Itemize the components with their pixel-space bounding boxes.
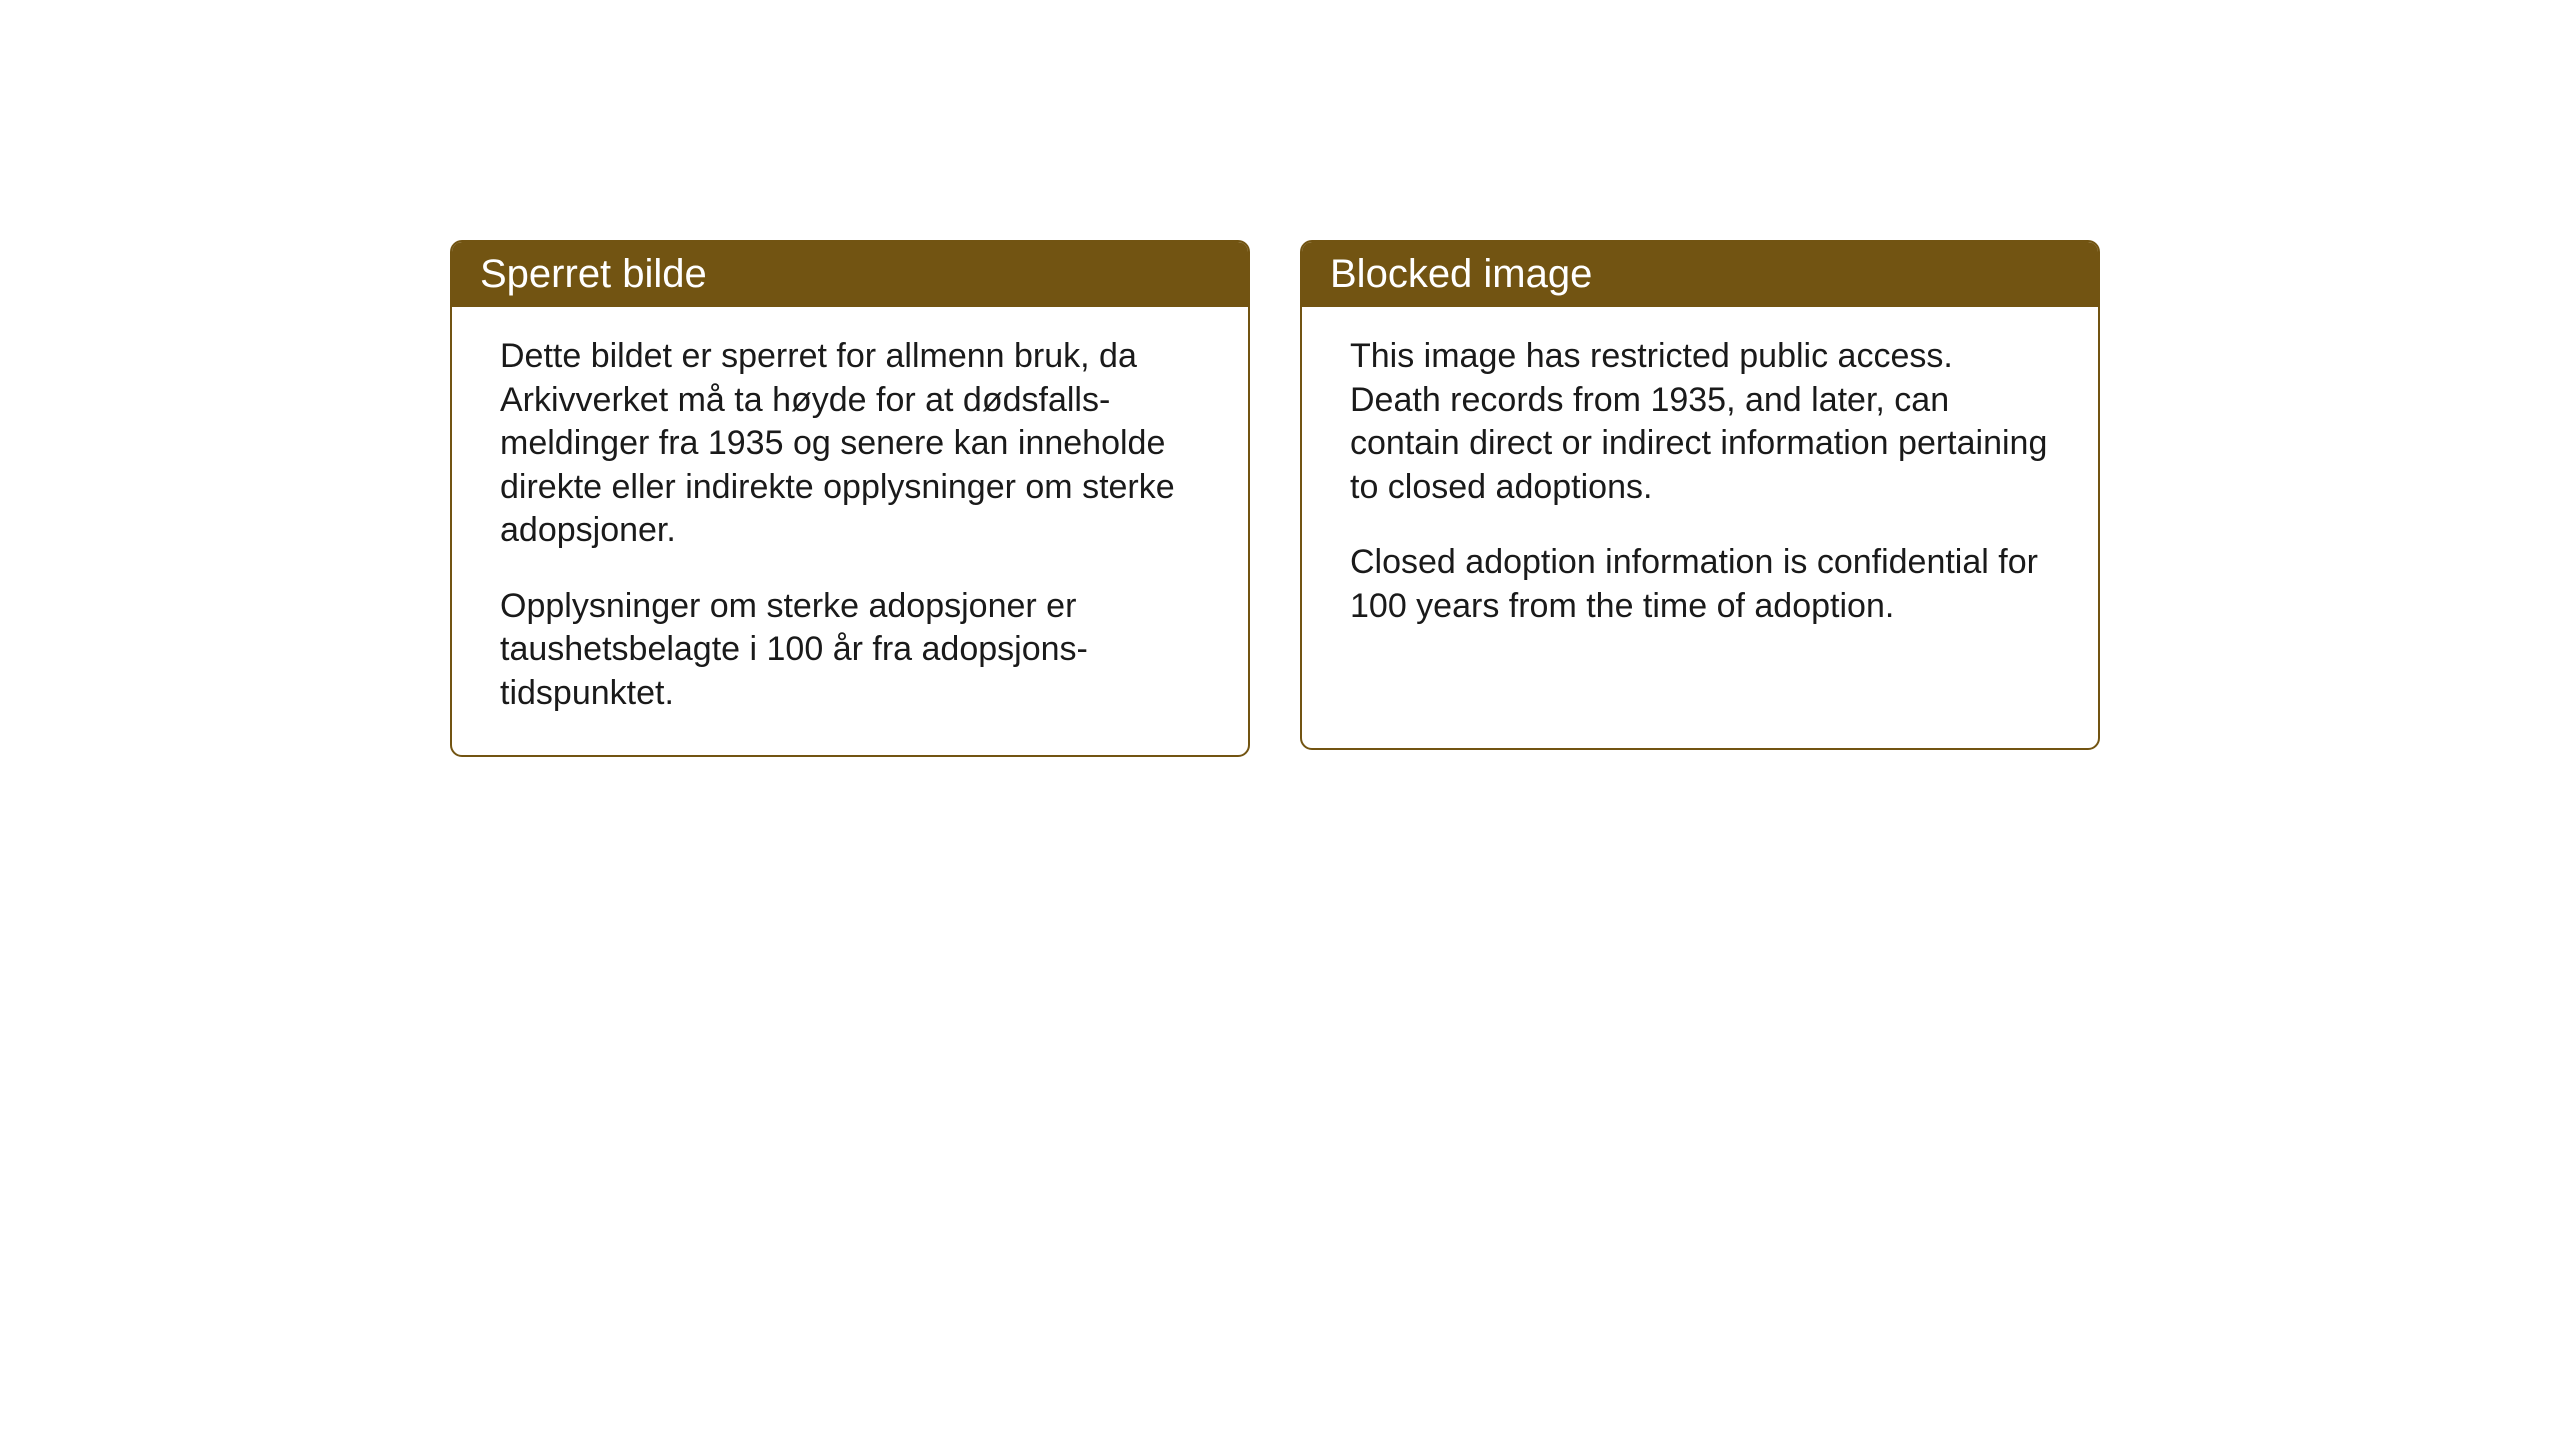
notice-card-norwegian: Sperret bilde Dette bildet er sperret fo… xyxy=(450,240,1250,757)
notice-container: Sperret bilde Dette bildet er sperret fo… xyxy=(450,240,2100,757)
notice-card-english: Blocked image This image has restricted … xyxy=(1300,240,2100,750)
notice-paragraph-2-norwegian: Opplysninger om sterke adopsjoner er tau… xyxy=(500,585,1200,716)
notice-paragraph-1-norwegian: Dette bildet er sperret for allmenn bruk… xyxy=(500,335,1200,553)
notice-title-english: Blocked image xyxy=(1302,242,2098,307)
notice-paragraph-1-english: This image has restricted public access.… xyxy=(1350,335,2050,509)
notice-body-english: This image has restricted public access.… xyxy=(1302,307,2098,668)
notice-title-norwegian: Sperret bilde xyxy=(452,242,1248,307)
notice-body-norwegian: Dette bildet er sperret for allmenn bruk… xyxy=(452,307,1248,755)
notice-paragraph-2-english: Closed adoption information is confident… xyxy=(1350,541,2050,628)
